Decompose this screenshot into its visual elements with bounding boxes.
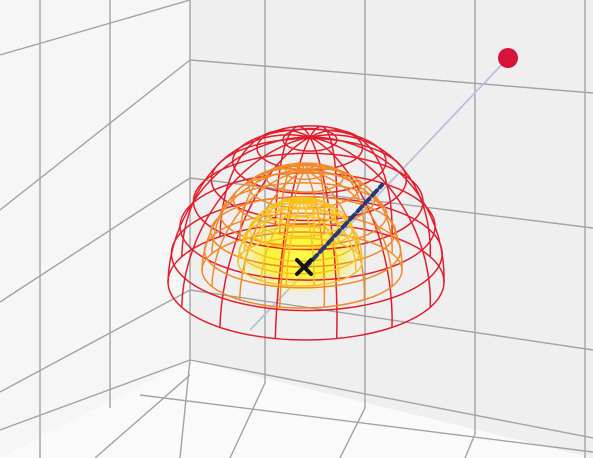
- left-wall-grid: [0, 0, 191, 458]
- back-wall-grid: [189, 0, 593, 458]
- longitude-arc: [243, 201, 303, 273]
- longitude-arc: [278, 162, 306, 234]
- longitude-arc: [301, 201, 315, 286]
- longitude-arc: [301, 196, 315, 239]
- direction-arrow: [303, 183, 384, 270]
- longitude-arc: [238, 169, 306, 300]
- longitude-arc: [201, 169, 306, 271]
- middle-field-shell: [201, 162, 403, 309]
- longitude-arc: [301, 198, 340, 244]
- left-wall: [0, 0, 190, 458]
- longitude-arc: [260, 198, 303, 244]
- longitude-arc: [260, 201, 303, 281]
- longitude-arc: [238, 164, 306, 241]
- longitude-arc: [309, 136, 445, 283]
- longitude-arc: [211, 167, 306, 254]
- longitude-arc: [285, 196, 303, 239]
- origin-x-marker-icon[interactable]: [295, 258, 313, 276]
- longitude-arc: [180, 136, 311, 308]
- longitude-arc: [301, 200, 357, 252]
- longitude-arc: [309, 134, 432, 257]
- longitude-arc: [219, 129, 311, 237]
- longitude-arc: [243, 200, 303, 252]
- floor-grid: [0, 359, 593, 458]
- longitude-arc: [304, 169, 393, 287]
- longitude-arc: [278, 169, 306, 308]
- longitude-arc: [274, 125, 311, 226]
- longitude-arc: [301, 201, 363, 262]
- longitude-arc: [304, 169, 326, 308]
- longitude-arc: [309, 136, 432, 308]
- longitude-arc: [211, 169, 306, 287]
- longitude-arc: [304, 164, 366, 241]
- longitude-arc: [167, 136, 311, 283]
- longitude-arc: [285, 201, 303, 286]
- longitude-arc: [180, 134, 311, 257]
- longitude-arc: [304, 169, 403, 271]
- source-point-icon[interactable]: [498, 48, 518, 68]
- longitude-arc: [304, 162, 326, 234]
- inner-field-shell: [237, 196, 363, 287]
- longitude-arc: [219, 136, 311, 328]
- longitude-arc: [309, 129, 393, 237]
- longitude-arc: [309, 125, 338, 226]
- longitude-arc: [237, 201, 303, 263]
- longitude-arc: [304, 167, 393, 254]
- outer-field-shell: [167, 125, 445, 341]
